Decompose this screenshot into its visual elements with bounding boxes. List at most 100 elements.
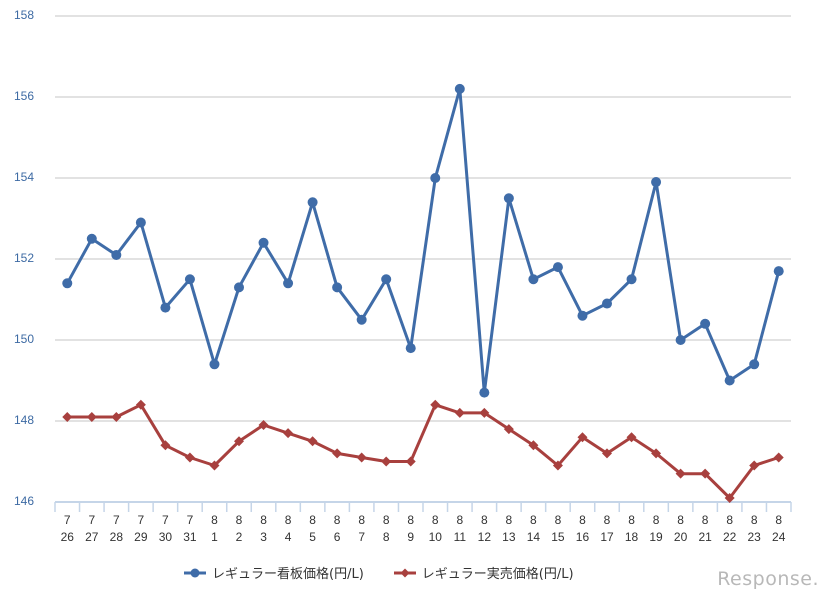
data-point[interactable] — [283, 278, 294, 289]
data-point[interactable] — [307, 197, 318, 208]
data-point[interactable] — [135, 217, 146, 228]
series-line-0 — [65, 87, 781, 395]
x-tick-label: 8 21 — [698, 513, 712, 544]
legend-item-actual-price[interactable]: レギュラー実売価格(円/L) — [393, 563, 574, 582]
data-point[interactable] — [184, 274, 195, 285]
x-tick-label: 8 18 — [624, 513, 639, 544]
data-point[interactable] — [552, 460, 563, 471]
data-point[interactable] — [135, 399, 146, 410]
data-point[interactable] — [430, 399, 441, 410]
y-tick-label: 146 — [14, 494, 35, 508]
x-tick-label: 8 12 — [477, 513, 491, 544]
x-tick-label: 7 26 — [60, 513, 74, 544]
legend-label: レギュラー実売価格(円/L) — [421, 567, 574, 582]
data-point[interactable] — [332, 282, 343, 293]
data-point[interactable] — [405, 456, 416, 467]
y-tick-label: 154 — [14, 170, 35, 184]
data-point[interactable] — [724, 375, 735, 386]
data-point[interactable] — [86, 233, 97, 244]
circle-marker-icon — [184, 568, 206, 577]
data-point[interactable] — [528, 440, 539, 451]
data-point[interactable] — [749, 359, 760, 370]
x-tick-label: 8 15 — [551, 513, 565, 544]
response-logo: Response. — [717, 568, 819, 590]
data-point[interactable] — [307, 436, 318, 447]
x-tick-label: 7 27 — [85, 513, 99, 544]
data-point[interactable] — [258, 237, 269, 248]
data-point[interactable] — [209, 359, 220, 370]
data-point[interactable] — [160, 302, 171, 313]
x-tick-label: 7 28 — [109, 513, 123, 544]
legend-label: レギュラー看板価格(円/L) — [212, 567, 364, 582]
data-point[interactable] — [602, 448, 612, 459]
x-tick-label: 8 13 — [502, 513, 516, 544]
y-tick-label: 148 — [14, 413, 35, 427]
data-point[interactable] — [86, 411, 97, 422]
diamond-marker-icon — [393, 568, 416, 577]
data-point[interactable] — [773, 452, 784, 463]
x-tick-label: 7 29 — [134, 513, 148, 544]
data-point[interactable] — [454, 83, 465, 94]
legend: レギュラー看板価格(円/L) レギュラー実売価格(円/L) — [184, 563, 574, 582]
x-tick-label: 8 10 — [428, 513, 442, 544]
data-point[interactable] — [626, 432, 637, 443]
data-point[interactable] — [111, 411, 122, 422]
y-tick-label: 158 — [14, 8, 35, 22]
x-tick-label: 8 17 — [600, 513, 614, 544]
x-tick-label: 8 22 — [722, 513, 737, 544]
data-point[interactable] — [160, 440, 171, 451]
x-tick-label: 8 14 — [526, 513, 541, 544]
data-point[interactable] — [552, 262, 563, 273]
data-point[interactable] — [675, 335, 686, 345]
data-point[interactable] — [332, 448, 343, 459]
x-tick-label: 7 31 — [183, 513, 197, 544]
data-point[interactable] — [405, 343, 416, 354]
data-point[interactable] — [675, 468, 686, 479]
data-point[interactable] — [602, 298, 612, 309]
x-tick-label: 8 11 — [453, 513, 467, 544]
data-point[interactable] — [430, 173, 441, 183]
data-point[interactable] — [528, 274, 539, 285]
data-point[interactable] — [651, 448, 662, 459]
data-point[interactable] — [749, 460, 760, 471]
data-point[interactable] — [381, 456, 392, 467]
data-point[interactable] — [454, 407, 465, 418]
data-point[interactable] — [577, 432, 588, 443]
data-point[interactable] — [356, 452, 367, 463]
data-point[interactable] — [184, 452, 195, 463]
data-point[interactable] — [234, 436, 244, 447]
data-point[interactable] — [209, 460, 220, 471]
legend-item-billboard-price[interactable]: レギュラー看板価格(円/L) — [184, 563, 364, 582]
data-point[interactable] — [577, 310, 588, 321]
data-point[interactable] — [479, 387, 490, 398]
data-point[interactable] — [724, 492, 735, 503]
y-tick-label: 152 — [14, 251, 35, 265]
data-point[interactable] — [234, 282, 244, 293]
data-point[interactable] — [773, 266, 784, 277]
data-point[interactable] — [651, 177, 662, 188]
data-point[interactable] — [700, 468, 711, 479]
data-point[interactable] — [258, 420, 269, 431]
data-point[interactable] — [283, 428, 294, 439]
x-tick-label: 8 20 — [673, 513, 688, 544]
data-point[interactable] — [62, 411, 73, 422]
data-point[interactable] — [503, 424, 514, 435]
data-point[interactable] — [503, 193, 514, 204]
data-point[interactable] — [700, 318, 711, 329]
data-point[interactable] — [111, 249, 122, 260]
data-point[interactable] — [626, 274, 637, 285]
x-tick-label: 8 23 — [747, 513, 761, 544]
data-point[interactable] — [356, 314, 367, 325]
data-point[interactable] — [62, 278, 73, 289]
data-point[interactable] — [381, 274, 392, 285]
data-point[interactable] — [479, 407, 490, 418]
